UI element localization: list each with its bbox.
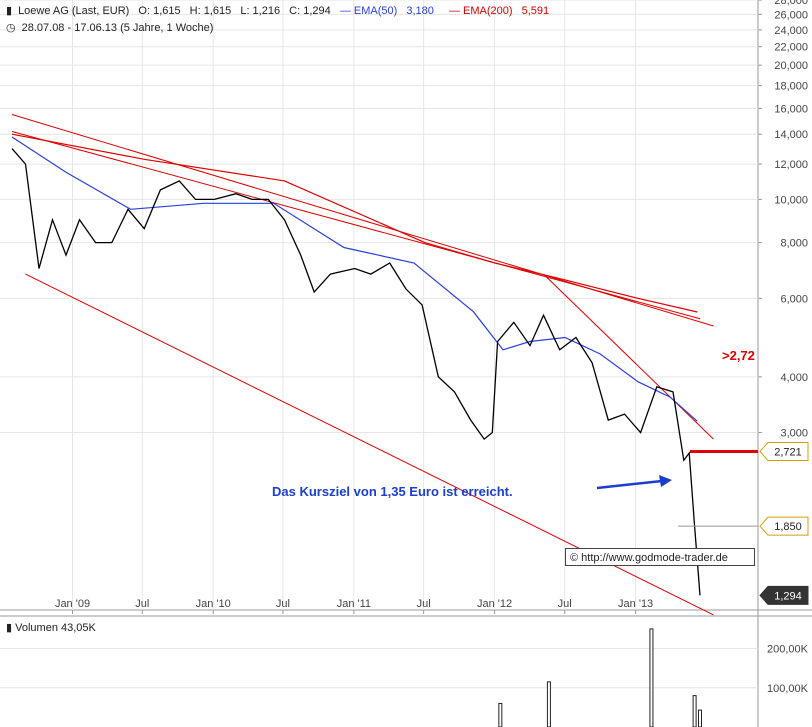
- x-tick-label: Jan '12: [477, 598, 512, 610]
- x-tick-label: Jul: [276, 598, 290, 610]
- price-tag: [759, 585, 809, 605]
- volume-value: 43,05K: [61, 622, 96, 634]
- volume-bar: [498, 702, 503, 727]
- x-tick-label: Jul: [417, 598, 431, 610]
- y-tick-label: 12,000: [774, 159, 808, 171]
- x-axis-labels: Jan '09 Jul Jan '10 Jul Jan '11 Jul Jan '12 Jul…: [55, 598, 653, 610]
- annotation-arrow: [596, 479, 663, 490]
- instrument-name: Loewe AG (Last, EUR): [18, 5, 130, 17]
- price-line: [11, 148, 701, 596]
- volume-tick-label: 200,00K: [767, 644, 809, 656]
- y-tick-label: 28,000: [774, 0, 808, 7]
- volume-header: ▮ Volumen 43,05K: [6, 621, 96, 634]
- y-tick-label: 20,000: [774, 60, 808, 72]
- price-tag-label: 1,850: [774, 521, 802, 533]
- x-tick-label: Jan '10: [196, 598, 231, 610]
- y-tick-label: 22,000: [774, 42, 808, 54]
- chart-lines: [11, 114, 758, 616]
- trendline: [11, 114, 714, 327]
- target-label: >2,72: [722, 348, 755, 363]
- open-value: O: 1,615: [138, 5, 181, 17]
- volume-tick-label: 100,00K: [767, 683, 809, 695]
- x-tick-label: Jan '13: [618, 598, 653, 610]
- source-credit[interactable]: © http://www.godmode-trader.de: [565, 548, 755, 566]
- x-tick-label: Jul: [135, 598, 149, 610]
- annotation-text: Das Kursziel von 1,35 Euro ist erreicht.: [272, 484, 513, 499]
- y-tick-label: 14,000: [774, 129, 808, 141]
- ema200-legend: — EMA(200) 5,591: [448, 5, 550, 17]
- trendline: [11, 131, 701, 320]
- date-range: ◷ 28.07.08 - 17.06.13 (5 Jahre, 1 Woche): [6, 22, 214, 34]
- trendline: [543, 273, 714, 440]
- ema200-line: [11, 133, 698, 313]
- close-value: C: 1,294: [289, 5, 331, 17]
- price-tags: 2,721 1,850 1,294: [759, 441, 809, 605]
- x-tick-label: Jul: [558, 598, 572, 610]
- y-tick-label: 4,000: [780, 372, 808, 384]
- y-tick-label: 8,000: [780, 238, 808, 250]
- x-tick-label: Jan '09: [55, 598, 90, 610]
- high-value: H: 1,615: [189, 5, 232, 17]
- ema50-line: [11, 136, 698, 422]
- price-tag: [759, 441, 809, 461]
- volume-bar: [649, 628, 654, 727]
- clock-icon: ◷: [6, 22, 16, 34]
- price-tag-label: 2,721: [774, 446, 802, 458]
- price-tag: [759, 516, 809, 536]
- x-tick-label: Jan '11: [337, 598, 371, 610]
- volume-bar: [698, 709, 702, 727]
- y-tick-label: 16,000: [774, 103, 808, 115]
- y-tick-label: 18,000: [774, 81, 808, 93]
- y-tick-label: 6,000: [780, 293, 808, 305]
- chart-header: ▮ Loewe AG (Last, EUR) O: 1,615 H: 1,615 …: [6, 4, 561, 17]
- volume-bar: [692, 695, 697, 727]
- y-tick-label: 3,000: [780, 428, 808, 440]
- chart-icon: ▮: [6, 5, 13, 17]
- volume-bar: [546, 681, 551, 727]
- volume-icon: ▮: [6, 622, 13, 634]
- y-tick-label: 26,000: [774, 9, 808, 21]
- low-value: L: 1,216: [240, 5, 281, 17]
- ema50-legend: — EMA(50) 3,180: [339, 5, 434, 17]
- arrow-head: [659, 475, 672, 487]
- volume-label: Volumen: [15, 622, 58, 634]
- y-tick-label: 10,000: [774, 194, 808, 206]
- y-tick-label: 24,000: [774, 25, 808, 37]
- price-tag-label: 1,294: [774, 590, 802, 602]
- volume-bars: 200,00K 100,00K: [0, 628, 809, 727]
- y-axis-labels: 28,000 26,000 24,000 22,000 20,000 18,000 16,0…: [774, 0, 808, 440]
